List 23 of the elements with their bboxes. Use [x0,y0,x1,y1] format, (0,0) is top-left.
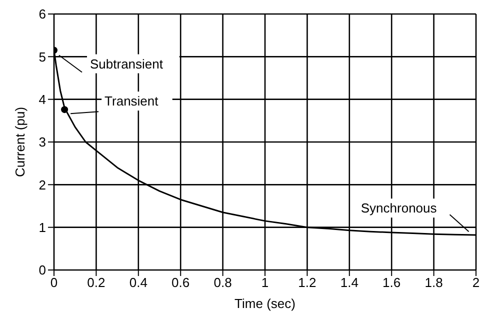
x-tick-label: 1.8 [424,275,443,290]
y-tick-label: 6 [38,6,46,22]
x-tick-label: 1 [261,275,269,290]
x-tick-label: 0.2 [87,275,106,290]
x-tick-label: 0.8 [214,275,232,290]
x-axis-title: Time (sec) [234,296,296,311]
y-axis-title: Current (pu) [12,106,28,178]
y-tick-label: 3 [38,134,46,150]
annotation: Transient [104,94,159,109]
y-tick-label: 4 [38,92,46,107]
y-tick-label: 2 [38,177,46,192]
y-tick-label: 0 [38,262,46,278]
y-tick-label: 5 [38,49,46,64]
x-tick-label: 0.4 [129,275,148,290]
x-tick-label: 0 [50,275,58,290]
annotation: Subtransient [90,56,164,72]
y-tick-label: 1 [38,220,46,235]
x-tick-label: 1.6 [382,275,401,290]
x-tick-label: 2 [472,275,480,290]
annotation: Synchronous [360,200,438,216]
x-tick-label: 1.2 [298,275,316,290]
x-tick-label: 0.6 [172,275,190,290]
x-tick-label: 1.4 [340,275,358,290]
